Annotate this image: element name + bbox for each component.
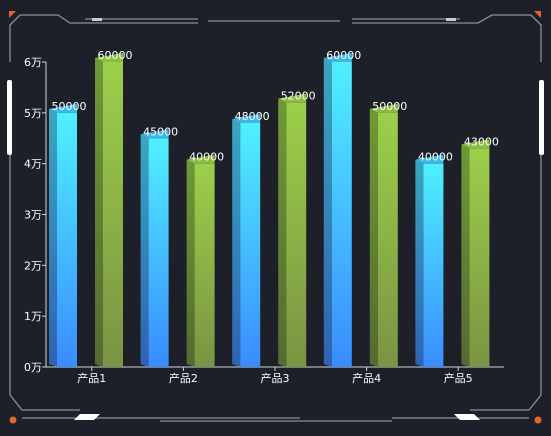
bar-series-2-产品4 [369, 103, 398, 367]
bar-top [95, 53, 123, 62]
data-label: 48000 [235, 110, 270, 123]
bar-top [323, 53, 352, 62]
y-tick-label: 4万 [24, 158, 42, 171]
bar-series-1-产品2 [140, 129, 169, 367]
bar-front [148, 138, 169, 367]
bar-top [415, 154, 444, 164]
frame-side-tab-left [7, 80, 12, 155]
bar-top [369, 103, 398, 113]
data-label: 40000 [189, 151, 224, 164]
corner-accent-top-left [9, 11, 16, 18]
bar-series-1-产品4 [323, 53, 352, 367]
bar-top [186, 154, 215, 164]
bar-top [278, 93, 307, 103]
bar-series-2-产品1 [95, 53, 123, 367]
bar-side [323, 58, 332, 367]
corner-accent-top-right [534, 11, 541, 18]
x-tick-label: 产品2 [169, 371, 198, 385]
bar-front [240, 123, 261, 367]
bar-side [232, 119, 241, 367]
frame-side-tab-right [539, 80, 544, 155]
frame-deco-parallelogram-left [74, 414, 100, 420]
bar-top [140, 129, 169, 139]
bar-series-1-产品3 [232, 114, 261, 367]
bar-side [415, 159, 424, 367]
y-tick-label: 2万 [24, 259, 42, 272]
bar-front [194, 163, 215, 367]
bar-front [377, 112, 398, 367]
data-label: 52000 [281, 90, 316, 103]
data-label: 45000 [143, 125, 178, 138]
y-tick-label: 1万 [24, 310, 42, 323]
bar-side [95, 58, 103, 367]
data-label: 43000 [464, 135, 499, 148]
frame-deco-bar-top-left [92, 18, 102, 21]
bar-series-1-产品1 [49, 103, 77, 367]
x-tick-label: 产品4 [352, 371, 381, 385]
bar-side [49, 108, 57, 367]
y-tick-label: 0万 [24, 361, 42, 374]
bar-front [469, 148, 490, 367]
bar-top [49, 103, 77, 113]
x-tick-label: 产品5 [444, 371, 473, 385]
frame-deco-parallelogram-right [454, 414, 480, 420]
x-tick-label: 产品1 [77, 371, 106, 385]
y-tick-label: 3万 [24, 209, 42, 222]
data-label: 50000 [372, 100, 407, 113]
bar-front [286, 102, 307, 368]
bar-side [186, 159, 195, 367]
bar-top [461, 139, 490, 149]
bar-side [140, 134, 149, 367]
bar-series-2-产品5 [461, 139, 490, 367]
corner-accent-bottom-right [534, 416, 542, 424]
bar-front [423, 163, 444, 367]
bar-series-2-产品2 [186, 154, 215, 367]
bar-side [461, 144, 470, 367]
data-label: 40000 [418, 151, 453, 164]
y-tick-label: 5万 [24, 107, 42, 120]
bar-top [232, 114, 261, 123]
bar-front [57, 112, 77, 367]
data-label: 60000 [98, 49, 133, 62]
bar-front [103, 62, 123, 367]
data-label: 50000 [52, 100, 87, 113]
frame-deco-bar-top-right [446, 18, 456, 21]
x-tick-label: 产品3 [261, 371, 290, 385]
y-tick-label: 6万 [24, 56, 42, 69]
data-label: 60000 [326, 49, 361, 62]
bar-series-2-产品3 [278, 93, 307, 368]
corner-accent-bottom-left [9, 416, 17, 424]
bar-side [278, 98, 287, 368]
bar-side [369, 108, 378, 367]
bar-series-1-产品5 [415, 154, 444, 367]
bar-front [331, 62, 352, 367]
